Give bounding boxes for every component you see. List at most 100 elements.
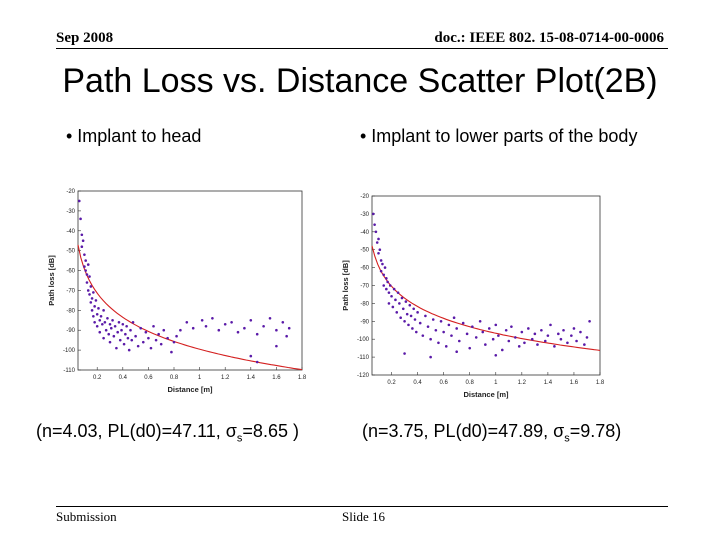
data-point bbox=[121, 322, 125, 326]
x-tick-label: 0.2 bbox=[93, 375, 102, 381]
data-point bbox=[409, 314, 413, 318]
data-point bbox=[566, 341, 569, 345]
data-point bbox=[375, 241, 379, 244]
y-tick-label: -70 bbox=[66, 288, 75, 294]
data-point bbox=[579, 330, 582, 334]
data-point bbox=[481, 330, 485, 334]
data-point bbox=[401, 307, 405, 311]
data-point bbox=[540, 328, 543, 332]
caption-lower-body-sub: s bbox=[564, 432, 570, 445]
y-tick-label: -60 bbox=[360, 266, 369, 272]
data-point bbox=[457, 339, 461, 343]
slide-title: Path Loss vs. Distance Scatter Plot(2B) bbox=[62, 62, 658, 100]
data-point bbox=[405, 312, 409, 316]
y-axis-label: Path loss [dB] bbox=[341, 260, 350, 311]
data-point bbox=[126, 336, 130, 340]
data-point bbox=[455, 327, 458, 330]
data-point bbox=[129, 328, 132, 332]
data-point bbox=[90, 297, 94, 300]
data-point bbox=[408, 303, 412, 307]
data-point bbox=[507, 339, 511, 343]
data-point bbox=[455, 350, 458, 354]
y-tick-label: -100 bbox=[63, 348, 76, 354]
y-tick-label: -30 bbox=[66, 209, 75, 215]
x-tick-label: 1.4 bbox=[247, 375, 256, 381]
data-point bbox=[575, 339, 578, 343]
data-point bbox=[89, 285, 93, 288]
x-tick-label: 0.8 bbox=[170, 375, 179, 381]
data-point bbox=[403, 352, 406, 355]
data-point bbox=[390, 294, 393, 298]
data-point bbox=[442, 330, 445, 334]
x-tick-label: 1.4 bbox=[544, 380, 553, 386]
y-tick-label: -40 bbox=[66, 229, 75, 235]
data-point bbox=[530, 337, 534, 341]
data-point bbox=[388, 284, 392, 287]
x-tick-label: 0.6 bbox=[439, 380, 448, 386]
data-point bbox=[236, 330, 240, 334]
data-point bbox=[424, 314, 427, 318]
data-point bbox=[166, 336, 169, 340]
y-tick-label: -80 bbox=[360, 301, 369, 307]
data-point bbox=[154, 338, 158, 342]
x-tick-label: 1.8 bbox=[596, 380, 605, 386]
data-point bbox=[444, 345, 448, 348]
data-point bbox=[491, 337, 495, 341]
data-point bbox=[102, 309, 105, 312]
data-point bbox=[131, 320, 135, 324]
caption-lower-body-prefix: (n=3.75, PL(d0)=47.89, σ bbox=[362, 421, 565, 441]
y-axis-label: Path loss [dB] bbox=[47, 255, 56, 306]
data-point bbox=[249, 318, 253, 322]
data-point bbox=[92, 291, 95, 294]
data-point bbox=[106, 316, 109, 320]
data-point bbox=[98, 318, 102, 322]
data-point bbox=[429, 355, 432, 359]
data-point bbox=[559, 337, 563, 341]
data-point bbox=[403, 320, 406, 323]
data-point bbox=[378, 248, 382, 251]
data-point bbox=[504, 328, 508, 332]
data-point bbox=[211, 316, 214, 320]
data-point bbox=[399, 316, 402, 320]
data-point bbox=[474, 336, 478, 339]
data-point bbox=[83, 265, 86, 268]
data-point bbox=[416, 311, 419, 314]
x-axis-label: Distance [m] bbox=[463, 390, 509, 399]
data-point bbox=[387, 291, 391, 294]
data-point bbox=[90, 309, 94, 312]
data-point bbox=[465, 332, 469, 336]
data-point bbox=[113, 324, 117, 328]
data-point bbox=[86, 289, 90, 292]
data-point bbox=[379, 269, 383, 273]
data-point bbox=[379, 259, 383, 262]
data-point bbox=[570, 334, 573, 337]
data-point bbox=[94, 299, 98, 302]
data-point bbox=[447, 323, 451, 327]
data-point bbox=[421, 334, 425, 337]
data-point bbox=[536, 343, 539, 346]
caption-head-suffix: =8.65 ) bbox=[242, 421, 299, 441]
data-point bbox=[139, 326, 143, 330]
data-point bbox=[407, 323, 410, 327]
x-tick-label: 1.6 bbox=[570, 380, 579, 386]
data-point bbox=[223, 322, 227, 326]
data-point bbox=[411, 327, 414, 330]
data-point bbox=[149, 346, 153, 350]
y-tick-label: -120 bbox=[357, 373, 370, 379]
data-point bbox=[152, 324, 155, 328]
data-point bbox=[557, 332, 560, 336]
data-point bbox=[494, 323, 498, 327]
data-point bbox=[429, 337, 432, 341]
data-point bbox=[77, 199, 81, 203]
data-point bbox=[157, 332, 160, 336]
data-point bbox=[497, 334, 500, 337]
data-point bbox=[396, 291, 400, 294]
data-point bbox=[117, 320, 121, 324]
data-point bbox=[159, 342, 163, 346]
y-tick-label: -70 bbox=[360, 284, 369, 290]
data-point bbox=[468, 346, 472, 350]
caption-lower-body-fit: (n=3.75, PL(d0)=47.89, σs=9.78) bbox=[362, 421, 621, 445]
data-point bbox=[124, 332, 127, 336]
x-tick-label: 0.6 bbox=[144, 375, 153, 381]
data-point bbox=[89, 301, 93, 304]
